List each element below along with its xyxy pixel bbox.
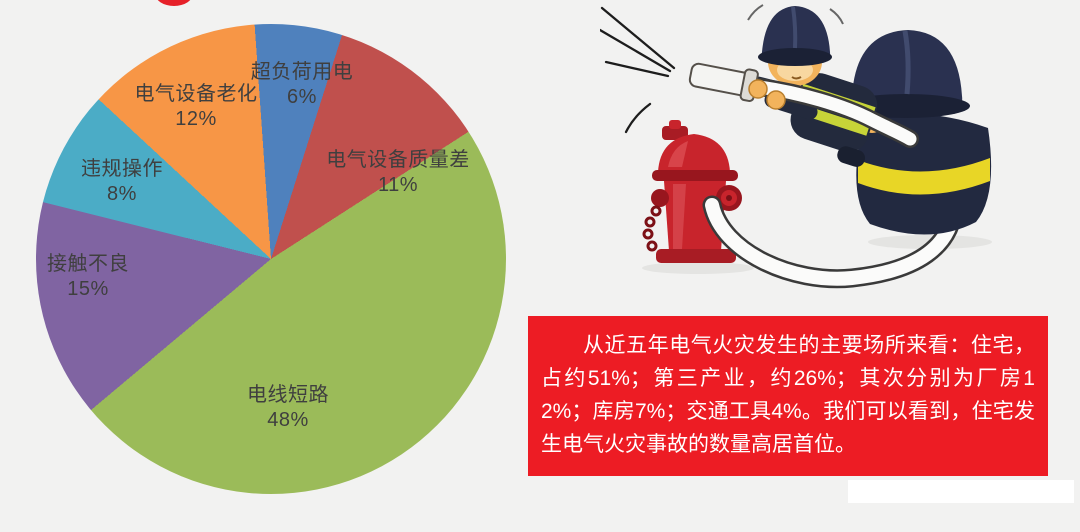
slice-name: 电气设备质量差 <box>326 149 470 171</box>
pie-label-bad-contact: 接触不良 15% <box>8 252 168 302</box>
slice-name: 电气设备老化 <box>134 83 258 105</box>
water-spray-lines-icon <box>600 6 676 134</box>
fire-statistics-text: 从近五年电气火灾发生的主要场所来看：住宅，占约51%；第三产业，约26%；其次分… <box>541 334 1035 456</box>
slice-pct: 15% <box>67 278 109 300</box>
slice-pct: 12% <box>175 108 217 130</box>
slice-name: 违规操作 <box>81 158 163 180</box>
slice-name: 接触不良 <box>47 253 129 275</box>
fire-hose-front-icon <box>743 77 919 148</box>
slice-name: 超负荷用电 <box>250 61 354 83</box>
slice-pct: 8% <box>107 183 137 205</box>
fire-statistics-callout: 从近五年电气火灾发生的主要场所来看：住宅，占约51%；第三产业，约26%；其次分… <box>528 316 1048 476</box>
pie-label-illegal-operation: 违规操作 8% <box>42 157 202 207</box>
partial-red-circle-icon <box>155 0 193 6</box>
slice-pct: 48% <box>267 409 309 431</box>
firefighters-illustration <box>600 4 992 289</box>
pie-label-equipment-quality: 电气设备质量差 11% <box>318 148 478 198</box>
pie-label-short-circuit: 电线短路 48% <box>208 383 368 433</box>
slice-pct: 11% <box>377 174 419 196</box>
pie-label-overload: 超负荷用电 6% <box>222 60 382 110</box>
slice-pct: 6% <box>287 86 317 108</box>
hose-nozzle-icon <box>688 62 759 102</box>
fire-hydrant-icon <box>642 120 742 263</box>
slice-name: 电线短路 <box>247 384 329 406</box>
pie-chart <box>36 24 506 494</box>
watermark-cover-band <box>848 480 1074 503</box>
hydrant-chain-icon <box>642 205 662 252</box>
pie-label-aging-equipment: 电气设备老化 12% <box>116 82 276 132</box>
